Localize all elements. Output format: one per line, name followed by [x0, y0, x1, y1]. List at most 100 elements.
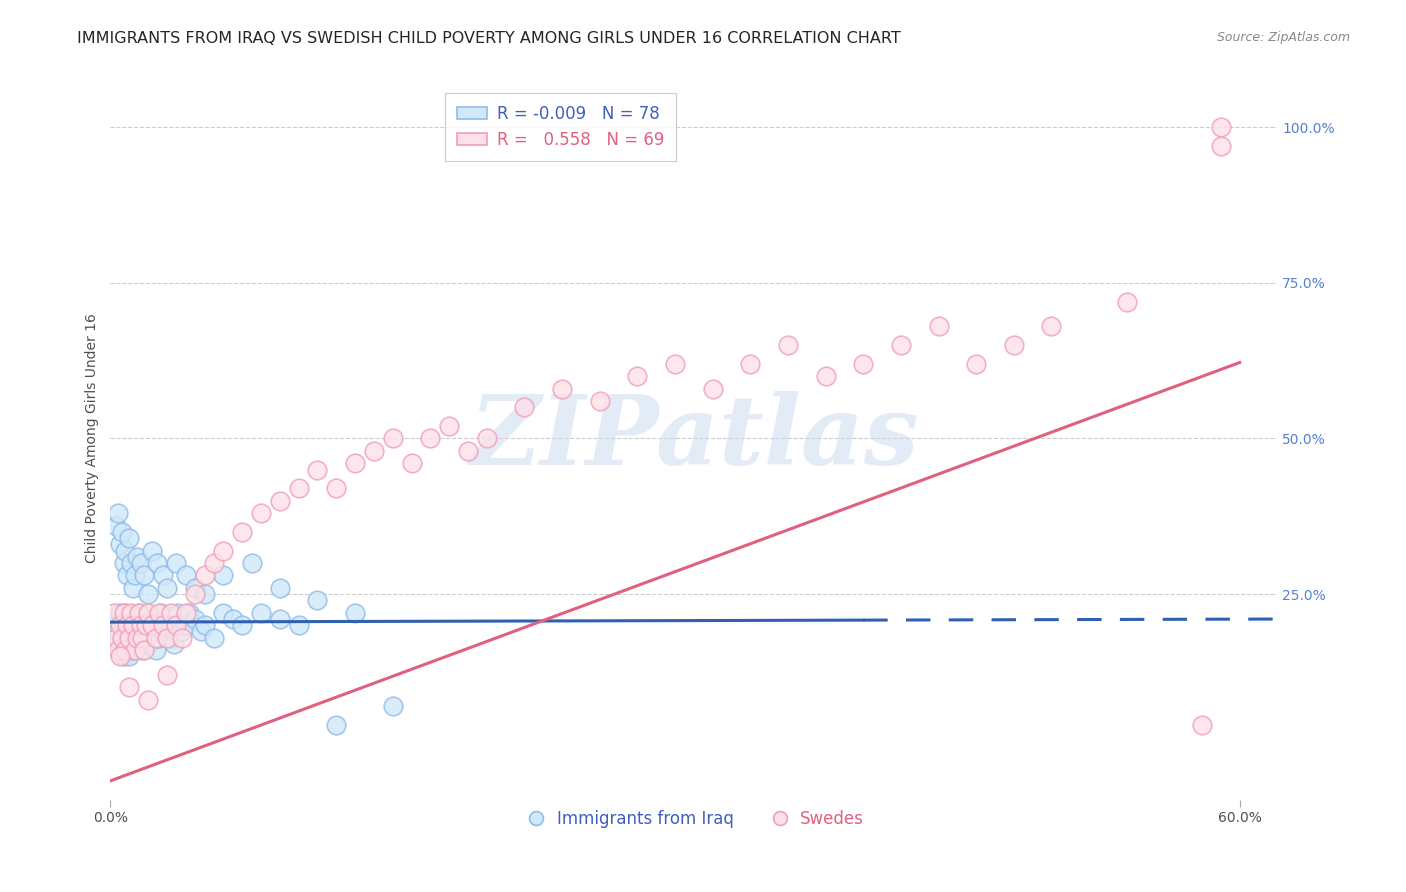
Point — [437, 419, 460, 434]
Point — [193, 587, 215, 601]
Point — [114, 543, 136, 558]
Point — [124, 618, 146, 632]
Point — [165, 618, 187, 632]
Point — [134, 643, 156, 657]
Point — [231, 618, 253, 632]
Point — [965, 357, 987, 371]
Point — [129, 556, 152, 570]
Point — [131, 631, 153, 645]
Point — [513, 401, 536, 415]
Point — [475, 432, 498, 446]
Point — [128, 606, 150, 620]
Point — [1209, 139, 1232, 153]
Point — [107, 506, 129, 520]
Point — [1115, 294, 1137, 309]
Point — [105, 631, 128, 645]
Point — [108, 537, 131, 551]
Point — [190, 624, 212, 639]
Point — [626, 369, 648, 384]
Point — [167, 606, 190, 620]
Point — [107, 643, 129, 657]
Point — [145, 631, 167, 645]
Point — [325, 718, 347, 732]
Point — [269, 612, 291, 626]
Point — [148, 606, 170, 620]
Point — [108, 643, 131, 657]
Point — [589, 394, 612, 409]
Point — [240, 556, 263, 570]
Point — [118, 631, 141, 645]
Point — [193, 618, 215, 632]
Point — [287, 618, 309, 632]
Point — [129, 624, 152, 639]
Point — [163, 637, 186, 651]
Point — [156, 631, 179, 645]
Point — [120, 624, 142, 639]
Point — [146, 618, 169, 632]
Point — [124, 643, 146, 657]
Point — [112, 556, 135, 570]
Point — [146, 556, 169, 570]
Point — [419, 432, 441, 446]
Point — [134, 631, 156, 645]
Point — [890, 338, 912, 352]
Point — [184, 612, 207, 626]
Point — [1040, 319, 1063, 334]
Point — [401, 456, 423, 470]
Point — [136, 606, 159, 620]
Point — [117, 618, 139, 632]
Point — [114, 643, 136, 657]
Point — [307, 593, 329, 607]
Point — [111, 631, 134, 645]
Text: ZIPatlas: ZIPatlas — [470, 392, 918, 485]
Point — [105, 518, 128, 533]
Point — [1191, 718, 1213, 732]
Point — [193, 568, 215, 582]
Point — [814, 369, 837, 384]
Legend: Immigrants from Iraq, Swedes: Immigrants from Iraq, Swedes — [517, 803, 870, 835]
Point — [202, 631, 225, 645]
Point — [112, 606, 135, 620]
Y-axis label: Child Poverty Among Girls Under 16: Child Poverty Among Girls Under 16 — [86, 314, 100, 564]
Point — [150, 606, 173, 620]
Point — [111, 524, 134, 539]
Point — [118, 649, 141, 664]
Point — [141, 618, 163, 632]
Point — [159, 606, 181, 620]
Point — [105, 631, 128, 645]
Text: Source: ZipAtlas.com: Source: ZipAtlas.com — [1216, 31, 1350, 45]
Point — [250, 506, 273, 520]
Point — [156, 581, 179, 595]
Point — [103, 606, 125, 620]
Point — [202, 556, 225, 570]
Point — [122, 618, 145, 632]
Point — [145, 643, 167, 657]
Point — [118, 681, 141, 695]
Point — [135, 618, 157, 632]
Point — [212, 568, 235, 582]
Point — [131, 643, 153, 657]
Point — [184, 581, 207, 595]
Point — [1002, 338, 1025, 352]
Point — [152, 624, 174, 639]
Point — [112, 618, 135, 632]
Point — [325, 481, 347, 495]
Point — [152, 568, 174, 582]
Point — [269, 493, 291, 508]
Point — [136, 637, 159, 651]
Point — [108, 618, 131, 632]
Point — [928, 319, 950, 334]
Point — [250, 606, 273, 620]
Point — [141, 543, 163, 558]
Text: IMMIGRANTS FROM IRAQ VS SWEDISH CHILD POVERTY AMONG GIRLS UNDER 16 CORRELATION C: IMMIGRANTS FROM IRAQ VS SWEDISH CHILD PO… — [77, 31, 901, 46]
Point — [122, 643, 145, 657]
Point — [125, 631, 148, 645]
Point — [852, 357, 875, 371]
Point — [740, 357, 762, 371]
Point — [120, 606, 142, 620]
Point — [381, 432, 404, 446]
Point — [136, 587, 159, 601]
Point — [363, 444, 385, 458]
Point — [287, 481, 309, 495]
Point — [135, 618, 157, 632]
